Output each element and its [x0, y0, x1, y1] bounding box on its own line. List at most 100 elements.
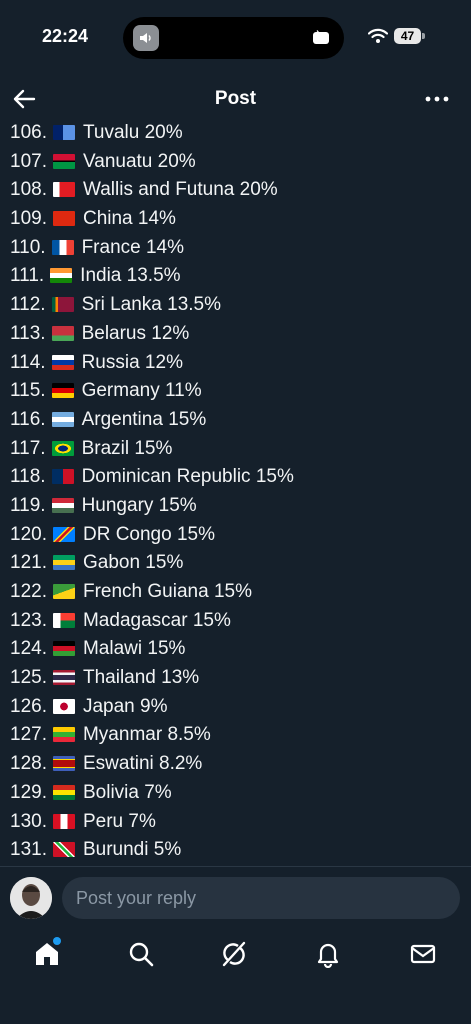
more-options-icon[interactable] [425, 96, 449, 102]
bolivia-flag-icon [52, 784, 75, 800]
rank-number: 119. [10, 494, 46, 516]
country-rate: Burundi 5% [82, 839, 182, 861]
burundi-flag-icon [52, 842, 75, 858]
rank-number: 107. [10, 150, 47, 172]
list-item: 129. Bolivia 7% [10, 779, 294, 808]
rank-number: 127. [10, 724, 47, 746]
country-rate: Dominican Republic 15% [81, 466, 294, 488]
reply-input[interactable]: Post your reply [62, 877, 460, 919]
bottom-tab-bar [0, 930, 471, 990]
apple-tv-icon [310, 29, 332, 47]
rank-number: 111. [10, 265, 45, 287]
rank-number: 106. [10, 122, 47, 143]
country-rate: Tuvalu 20% [82, 122, 183, 143]
status-bar: 22:24 47 [0, 0, 471, 76]
dominican-flag-icon [51, 469, 74, 485]
list-item: 120. DR Congo 15% [10, 521, 294, 550]
list-item: 114. Russia 12% [10, 349, 294, 378]
rank-number: 112. [10, 294, 46, 316]
gabon-flag-icon [52, 555, 75, 571]
rank-number: 116. [10, 408, 46, 430]
malawi-flag-icon [52, 641, 75, 657]
vanuatu-flag-icon [52, 153, 75, 169]
rank-number: 114. [10, 351, 46, 373]
list-item: 125. Thailand 13% [10, 664, 294, 693]
country-rate: Peru 7% [82, 810, 156, 832]
battery-tip [422, 33, 425, 39]
list-item: 130. Peru 7% [10, 808, 294, 837]
rank-number: 110. [10, 236, 46, 258]
country-rate: Wallis and Futuna 20% [82, 179, 278, 201]
bell-icon[interactable] [314, 940, 344, 970]
country-rate: DR Congo 15% [82, 523, 216, 545]
thailand-flag-icon [52, 670, 75, 686]
dynamic-island [123, 17, 344, 59]
belarus-flag-icon [51, 325, 74, 341]
notification-dot [53, 937, 61, 945]
tuvalu-flag-icon [52, 125, 75, 140]
country-rate: Gabon 15% [82, 552, 184, 574]
back-arrow-icon[interactable] [12, 88, 36, 110]
india-flag-icon [50, 268, 73, 284]
rank-number: 118. [10, 466, 46, 488]
list-item: 107. Vanuatu 20% [10, 148, 294, 177]
list-item: 121. Gabon 15% [10, 549, 294, 578]
avatar[interactable] [10, 877, 52, 919]
rank-number: 117. [10, 437, 46, 459]
battery-indicator: 47 [394, 28, 421, 44]
eswatini-flag-icon [52, 756, 75, 772]
rank-number: 126. [10, 695, 47, 717]
country-rate: Bolivia 7% [82, 781, 172, 803]
country-rate: Russia 12% [81, 351, 183, 373]
country-rate: Belarus 12% [81, 322, 190, 344]
grok-icon[interactable] [220, 940, 250, 970]
myanmar-flag-icon [52, 727, 75, 743]
hungary-flag-icon [51, 497, 74, 513]
list-item: 113. Belarus 12% [10, 320, 294, 349]
list-item: 111. India 13.5% [10, 262, 294, 291]
madagascar-flag-icon [52, 612, 75, 628]
rank-number: 124. [10, 638, 47, 660]
brazil-flag-icon [51, 440, 74, 456]
france-flag-icon [51, 239, 74, 255]
post-header: Post [0, 76, 471, 122]
rank-number: 121. [10, 552, 47, 574]
country-rate: China 14% [82, 208, 176, 230]
argentina-flag-icon [51, 411, 74, 427]
rank-number: 122. [10, 581, 47, 602]
list-item: 112. Sri Lanka 13.5% [10, 291, 294, 320]
list-item: 128. Eswatini 8.2% [10, 750, 294, 779]
country-rate: Myanmar 8.5% [82, 724, 211, 746]
list-item: 126. Japan 9% [10, 693, 294, 722]
country-rate: Japan 9% [82, 695, 168, 717]
search-icon[interactable] [127, 940, 157, 970]
rank-number: 108. [10, 179, 47, 201]
country-rate: Vanuatu 20% [82, 150, 196, 172]
rank-number: 131. [10, 839, 47, 861]
country-rate: Germany 11% [81, 380, 202, 402]
tariff-list: 106. Tuvalu 20% 107. Vanuatu 20% 108. Wallis … [10, 119, 294, 865]
country-rate: Malawi 15% [82, 638, 186, 660]
list-item: 108. Wallis and Futuna 20% [10, 176, 294, 205]
list-item: 124. Malawi 15% [10, 635, 294, 664]
rank-number: 113. [10, 322, 46, 344]
post-content: 106. Tuvalu 20% 107. Vanuatu 20% 108. Wallis … [0, 117, 471, 866]
rank-number: 128. [10, 753, 47, 775]
list-item: 131. Burundi 5% [10, 836, 294, 865]
list-item: 123. Madagascar 15% [10, 607, 294, 636]
rank-number: 123. [10, 609, 47, 631]
rank-number: 115. [10, 380, 46, 402]
wallis-flag-icon [52, 182, 75, 198]
list-item: 119. Hungary 15% [10, 492, 294, 521]
country-rate: Hungary 15% [81, 494, 197, 516]
rank-number: 129. [10, 781, 47, 803]
mail-icon[interactable] [409, 940, 439, 970]
rank-number: 130. [10, 810, 47, 832]
china-flag-icon [52, 211, 75, 227]
rank-number: 109. [10, 208, 47, 230]
home-icon[interactable] [33, 940, 63, 970]
srilanka-flag-icon [51, 297, 74, 313]
rank-number: 120. [10, 523, 47, 545]
country-rate: India 13.5% [80, 265, 181, 287]
page-title: Post [214, 88, 257, 109]
